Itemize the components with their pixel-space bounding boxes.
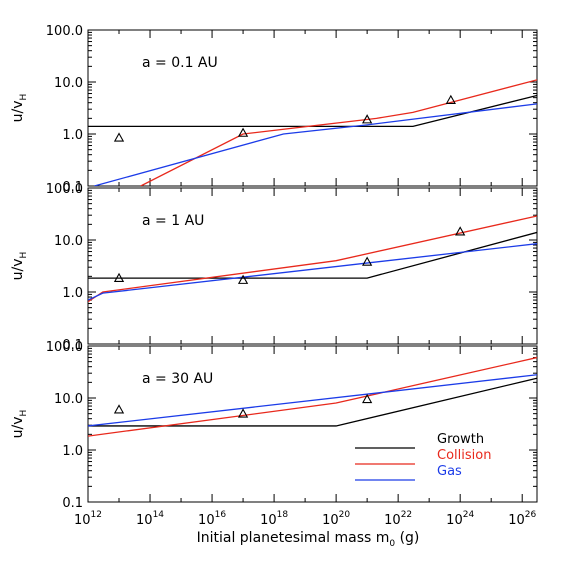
x-tick-label: 1020 (322, 510, 350, 528)
series-lines (88, 215, 537, 303)
series-lines (88, 79, 537, 186)
markers (113, 94, 456, 142)
panel-title: a = 1 AU (142, 213, 204, 229)
axis-ticks (87, 345, 537, 503)
triangle-marker (361, 256, 373, 266)
triangle-marker (361, 393, 373, 404)
x-axis-label-unit: (g) (395, 530, 419, 546)
legend-label-gas: Gas (437, 464, 462, 479)
y-tick-label: 0.1 (62, 338, 83, 353)
plot-frame (87, 187, 538, 345)
x-tick-label: 1018 (260, 510, 288, 528)
triangle-marker (361, 114, 373, 124)
series-line-collision (140, 79, 537, 186)
triangle-marker (113, 132, 125, 142)
y-tick-label: 100.0 (46, 182, 83, 197)
y-axis-label: u/vH (10, 94, 29, 123)
x-tick-label: 1014 (136, 510, 164, 528)
series-line-growth (88, 377, 537, 427)
legend-label-growth: Growth (437, 432, 484, 447)
series-line-gas (94, 103, 537, 186)
y-tick-label: 10.0 (54, 234, 83, 249)
plot-frame (87, 345, 538, 503)
x-axis-label-main: Initial planetesimal mass m (197, 530, 390, 546)
triangle-marker (455, 226, 466, 236)
panel-title: a = 30 AU (142, 371, 213, 387)
x-tick-label: 1026 (508, 510, 536, 528)
y-axis-label-sub: H (19, 252, 29, 259)
triangle-marker (445, 94, 456, 104)
markers (113, 393, 373, 418)
plot-frame (87, 29, 538, 187)
y-tick-label: 100.0 (46, 24, 83, 39)
panel-title: a = 0.1 AU (142, 55, 218, 71)
x-axis-label: Initial planetesimal mass m0 (g) (197, 530, 420, 549)
series-line-gas (88, 243, 537, 301)
y-axis-label-sub: H (19, 410, 29, 417)
markers (113, 226, 466, 284)
y-axis-label: u/vH (10, 252, 29, 281)
legend-label-collision: Collision (437, 448, 491, 463)
triangle-marker (237, 274, 249, 284)
y-axis-label-main: u/v (10, 416, 26, 438)
axis-ticks (87, 29, 537, 187)
x-axis-label-sub: 0 (389, 539, 395, 549)
axis-ticks (87, 187, 537, 345)
y-axis-label-main: u/v (10, 258, 26, 280)
y-tick-label: 100.0 (46, 340, 83, 355)
series-line-gas (88, 374, 537, 427)
y-tick-label: 0.1 (62, 180, 83, 195)
series-line-collision (88, 356, 537, 437)
y-tick-label: 10.0 (54, 76, 83, 91)
y-tick-label: 10.0 (54, 392, 83, 407)
triangle-marker (237, 127, 249, 137)
x-tick-label: 1024 (446, 510, 474, 528)
triangle-marker (113, 272, 125, 283)
y-axis-label: u/vH (10, 410, 29, 439)
x-tick-label: 1016 (198, 510, 226, 528)
series-line-growth (88, 231, 537, 279)
y-tick-label: 0.1 (62, 496, 83, 511)
x-tick-labels: 1012 1014 1016 1018 1020 1022 1024 1026 (74, 510, 536, 528)
series-lines (88, 356, 537, 437)
y-tick-label: 1.0 (62, 128, 83, 143)
triangle-marker (237, 408, 249, 418)
series-line-growth (88, 94, 537, 128)
y-axis-label-sub: H (19, 94, 29, 101)
triangle-marker (113, 404, 125, 414)
y-tick-label: 1.0 (62, 286, 83, 301)
y-tick-label: 1.0 (62, 444, 83, 459)
x-tick-label: 1022 (384, 510, 412, 528)
y-axis-label-main: u/v (10, 100, 26, 122)
x-tick-label: 1012 (74, 510, 102, 528)
